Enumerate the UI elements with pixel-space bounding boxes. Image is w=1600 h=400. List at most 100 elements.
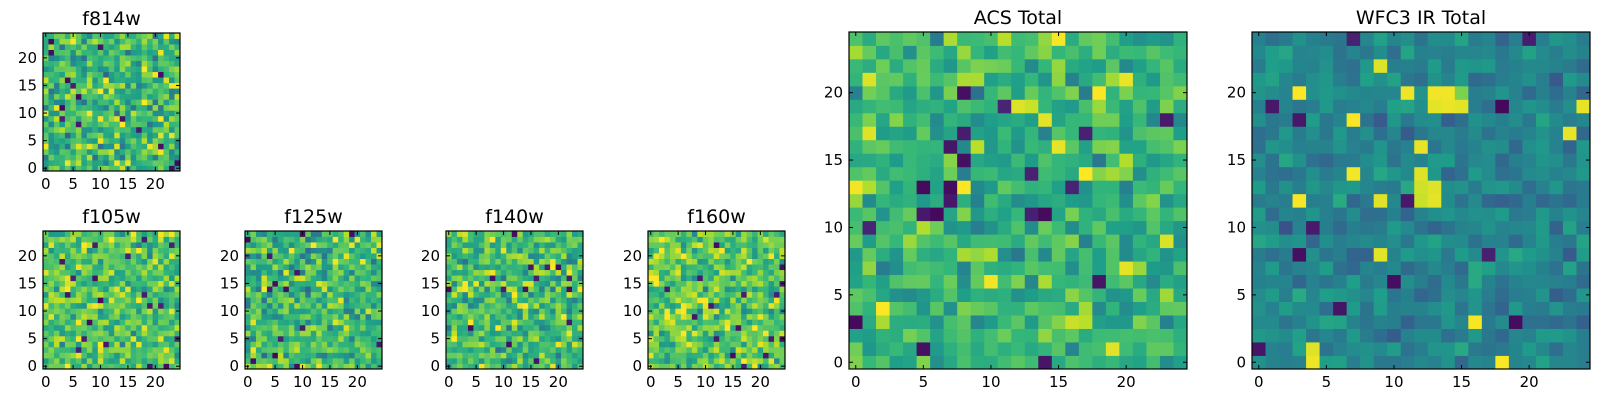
heatmap-cell [169, 236, 175, 243]
heatmap-cell [310, 346, 317, 353]
heatmap-cell [648, 319, 654, 326]
heatmap-cell [174, 121, 181, 128]
heatmap-cell [1576, 193, 1591, 208]
heatmap-cell [446, 297, 452, 304]
heatmap-cell [669, 264, 676, 271]
heatmap-cell [768, 264, 775, 271]
heatmap-cell [702, 275, 709, 282]
heatmap-cell [103, 291, 110, 298]
heatmap-cell [108, 60, 115, 67]
heatmap-cell [169, 132, 175, 139]
heatmap-cell [266, 308, 273, 315]
heatmap-cell [930, 234, 945, 249]
heatmap-cell [653, 280, 660, 287]
heatmap-cell [1360, 261, 1375, 276]
heatmap-cell [141, 49, 148, 56]
heatmap-cell [81, 258, 88, 265]
heatmap-cell [141, 121, 148, 128]
heatmap-cell [43, 143, 49, 150]
heatmap-cell [81, 236, 88, 243]
heatmap-cell [53, 121, 60, 128]
heatmap-cell [332, 346, 339, 353]
heatmap-cell [522, 297, 529, 304]
heatmap-cell [862, 247, 877, 262]
heatmap-cell [250, 308, 257, 315]
heatmap-cell [1265, 274, 1280, 289]
heatmap-cell [664, 330, 671, 337]
heatmap-cell [462, 352, 469, 359]
heatmap-cell [1333, 274, 1348, 289]
heatmap-cell [1508, 45, 1523, 60]
heatmap-cell [1306, 58, 1320, 73]
heatmap-cell [141, 159, 148, 166]
heatmap-cell [648, 286, 654, 293]
heatmap-cell [522, 242, 529, 248]
heatmap-cell [555, 253, 562, 259]
heatmap-cell [108, 55, 115, 61]
heatmap-cell [1173, 139, 1188, 154]
heatmap-cell [59, 335, 66, 342]
heatmap-cell [1576, 301, 1591, 316]
heatmap-cell [1292, 166, 1307, 181]
heatmap-cell [702, 313, 709, 320]
heatmap-cell [528, 330, 535, 337]
heatmap-cell [930, 301, 945, 316]
heatmap-cell [53, 319, 60, 326]
heatmap-cell [365, 319, 372, 326]
heatmap-cell [653, 357, 660, 364]
heatmap-cell [653, 335, 660, 342]
heatmap-cell [1508, 207, 1523, 222]
heatmap-cell [1346, 58, 1361, 73]
heatmap-cell [288, 242, 295, 248]
heatmap-cell [125, 88, 132, 95]
heatmap-cell [876, 315, 890, 329]
heatmap-cell [1319, 112, 1334, 127]
heatmap-cell [332, 280, 339, 287]
heatmap-cell [779, 302, 786, 309]
heatmap-cell [669, 286, 676, 293]
heatmap-cell [261, 313, 268, 320]
heatmap-cell [691, 302, 698, 309]
heatmap-cell [768, 308, 775, 315]
heatmap-cell [125, 324, 132, 331]
heatmap-cell [266, 231, 273, 237]
heatmap-cell [511, 269, 518, 276]
heatmap-cell [686, 335, 693, 342]
heatmap-cell [1333, 234, 1348, 249]
heatmap-cell [1400, 355, 1415, 370]
heatmap-cell [1360, 45, 1375, 60]
heatmap-cell [152, 313, 159, 320]
heatmap-cell [1346, 220, 1361, 235]
heatmap-cell [735, 335, 742, 342]
heatmap-cell [539, 319, 546, 326]
x-tick-label: 5 [270, 373, 280, 391]
heatmap-cell [544, 346, 551, 353]
heatmap-cell [1092, 153, 1107, 168]
heatmap-cell [724, 247, 731, 254]
y-tick-label: 5 [229, 330, 239, 348]
heatmap-cell [653, 363, 660, 370]
heatmap-cell [158, 242, 164, 248]
heatmap-cell [163, 33, 170, 39]
heatmap-cell [511, 324, 518, 331]
heatmap-cell [1549, 99, 1564, 114]
heatmap-cell [1105, 234, 1120, 249]
heatmap-cell [277, 330, 284, 337]
heatmap-cell [779, 264, 786, 271]
heatmap-cell [125, 137, 132, 144]
heatmap-cell [1481, 301, 1496, 316]
heatmap-cell [136, 55, 143, 61]
heatmap-cell [163, 88, 170, 95]
heatmap-cell [158, 264, 164, 271]
heatmap-cell [970, 207, 985, 222]
heatmap-cell [943, 328, 958, 343]
heatmap-cell [1373, 220, 1388, 235]
heatmap-cell [1279, 328, 1293, 343]
heatmap-cell [1427, 220, 1442, 235]
heatmap-cell [903, 58, 917, 73]
heatmap-cell [849, 355, 863, 370]
heatmap-cell [566, 269, 573, 276]
heatmap-cell [984, 261, 999, 276]
heatmap-cell [1400, 288, 1415, 302]
heatmap-cell [272, 258, 279, 265]
